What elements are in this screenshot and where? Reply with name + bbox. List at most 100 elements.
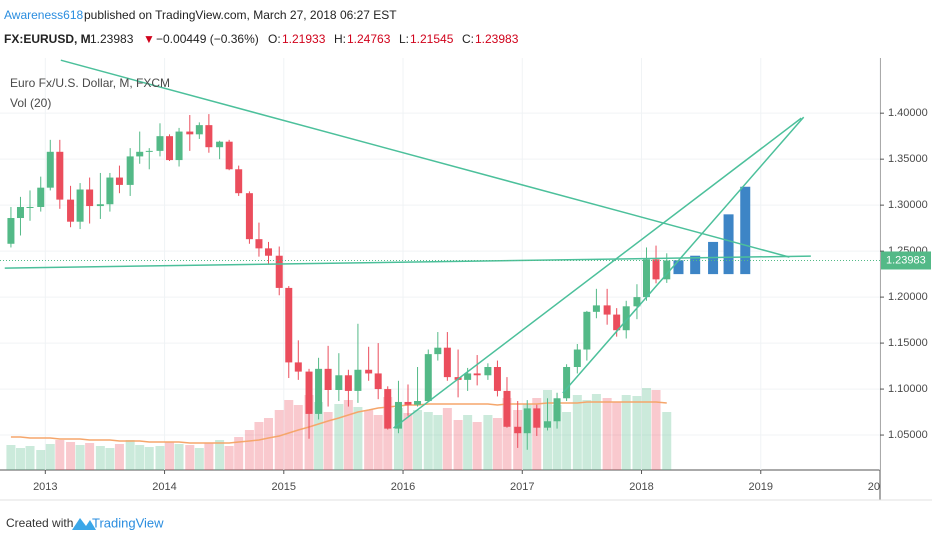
volume-bar	[602, 398, 612, 470]
chart-title: Euro Fx/U.S. Dollar, M, FXCM	[10, 76, 170, 90]
author[interactable]: Awareness618	[4, 8, 83, 22]
volume-bar	[75, 445, 85, 470]
candle-body	[473, 373, 481, 376]
l-label: L:	[399, 32, 409, 46]
candle-body	[434, 347, 442, 355]
candle-body	[663, 260, 671, 280]
h-label: H:	[334, 32, 346, 46]
candle-body	[553, 398, 561, 422]
volume-bar	[293, 405, 303, 470]
x-tick-label: 2018	[629, 481, 653, 493]
candle-body	[544, 421, 552, 428]
y-tick-label: 1.05000	[888, 429, 928, 441]
volume-bar	[612, 402, 622, 470]
volume-bar	[403, 413, 413, 470]
volume-bar	[105, 448, 115, 470]
volume-bar	[224, 446, 234, 470]
volume-bar	[453, 420, 463, 470]
published: published on TradingView.com, March 27, …	[84, 8, 397, 22]
candle-body	[305, 371, 313, 414]
candle-body	[106, 177, 114, 205]
l-value: 1.21545	[410, 32, 454, 46]
volume-bar	[244, 430, 254, 470]
volume-bar	[263, 418, 273, 470]
volume-bar	[155, 446, 165, 470]
candle-body	[603, 305, 611, 315]
candle-body	[86, 189, 94, 207]
candle-body	[365, 369, 373, 374]
volume-bar	[234, 437, 244, 470]
volume-bar	[442, 408, 452, 470]
y-tick-label: 1.10000	[888, 383, 928, 395]
candle-body	[264, 248, 272, 256]
volume-bar	[572, 395, 582, 470]
trend-line	[562, 116, 805, 394]
volume-bar	[25, 446, 35, 470]
candle-body	[166, 136, 174, 161]
candle-body	[414, 401, 422, 405]
candle-body	[344, 375, 352, 391]
candle-body	[46, 151, 54, 188]
candle-body	[315, 368, 323, 414]
volume-bar	[632, 396, 642, 470]
created-with: Created with	[6, 516, 73, 530]
candle-body	[503, 390, 511, 427]
volume-bar	[314, 402, 324, 470]
c-value: 1.23983	[475, 32, 519, 46]
candle-body	[136, 151, 144, 157]
volume-bar	[334, 404, 344, 470]
volume-bar	[472, 422, 482, 470]
volume-bar	[95, 446, 105, 470]
x-tick-label: 2016	[391, 481, 415, 493]
volume-bar	[651, 390, 661, 470]
volume-bar	[66, 442, 76, 470]
candle-body	[235, 169, 243, 194]
volume-bar	[433, 415, 443, 470]
h-value: 1.24763	[347, 32, 391, 46]
volume-bar	[284, 400, 294, 470]
candle-body	[16, 206, 24, 219]
change: −0.00449 (−0.36%)	[156, 32, 259, 46]
candle-body	[285, 287, 293, 363]
x-tick-label: 2017	[510, 481, 534, 493]
candle-body	[374, 373, 382, 390]
x-tick-label: 2013	[33, 481, 57, 493]
volume-bar	[185, 445, 195, 470]
volume-bar	[343, 400, 353, 470]
volume-bar	[582, 400, 592, 470]
candle-body	[642, 259, 650, 298]
price-axis-bg	[880, 471, 932, 499]
y-tick-label: 1.35000	[888, 153, 928, 165]
candle-body	[573, 349, 581, 367]
candle-body	[514, 426, 522, 434]
volume-bar	[174, 444, 184, 470]
candle-body	[523, 408, 531, 434]
candle-body	[622, 306, 630, 331]
x-tick-label: 2019	[749, 481, 773, 493]
volume-bar	[591, 394, 601, 470]
volume-bar	[393, 408, 403, 470]
axes: 1.050001.100001.150001.200001.250001.300…	[33, 107, 932, 499]
candle-body	[245, 193, 253, 240]
candle-body	[394, 401, 402, 429]
volume-bar	[373, 415, 383, 470]
volume-label: Vol (20)	[10, 96, 51, 110]
last: 1.23983	[90, 32, 134, 46]
candle-body	[67, 199, 75, 222]
candle-body	[592, 305, 600, 312]
candle-body	[255, 239, 263, 249]
brand[interactable]: TradingView	[92, 515, 164, 530]
trend-line	[60, 59, 790, 258]
volume-bar	[364, 410, 374, 470]
volume-bar	[215, 440, 225, 470]
candle-body	[652, 259, 660, 280]
volume-bar	[323, 412, 333, 470]
volume-bar	[413, 410, 423, 470]
candle-body	[335, 375, 343, 390]
volume-bar	[641, 388, 651, 470]
o-label: O:	[268, 32, 281, 46]
candle-body	[613, 314, 621, 331]
volume-bar	[55, 440, 65, 470]
candle-body	[126, 156, 134, 185]
